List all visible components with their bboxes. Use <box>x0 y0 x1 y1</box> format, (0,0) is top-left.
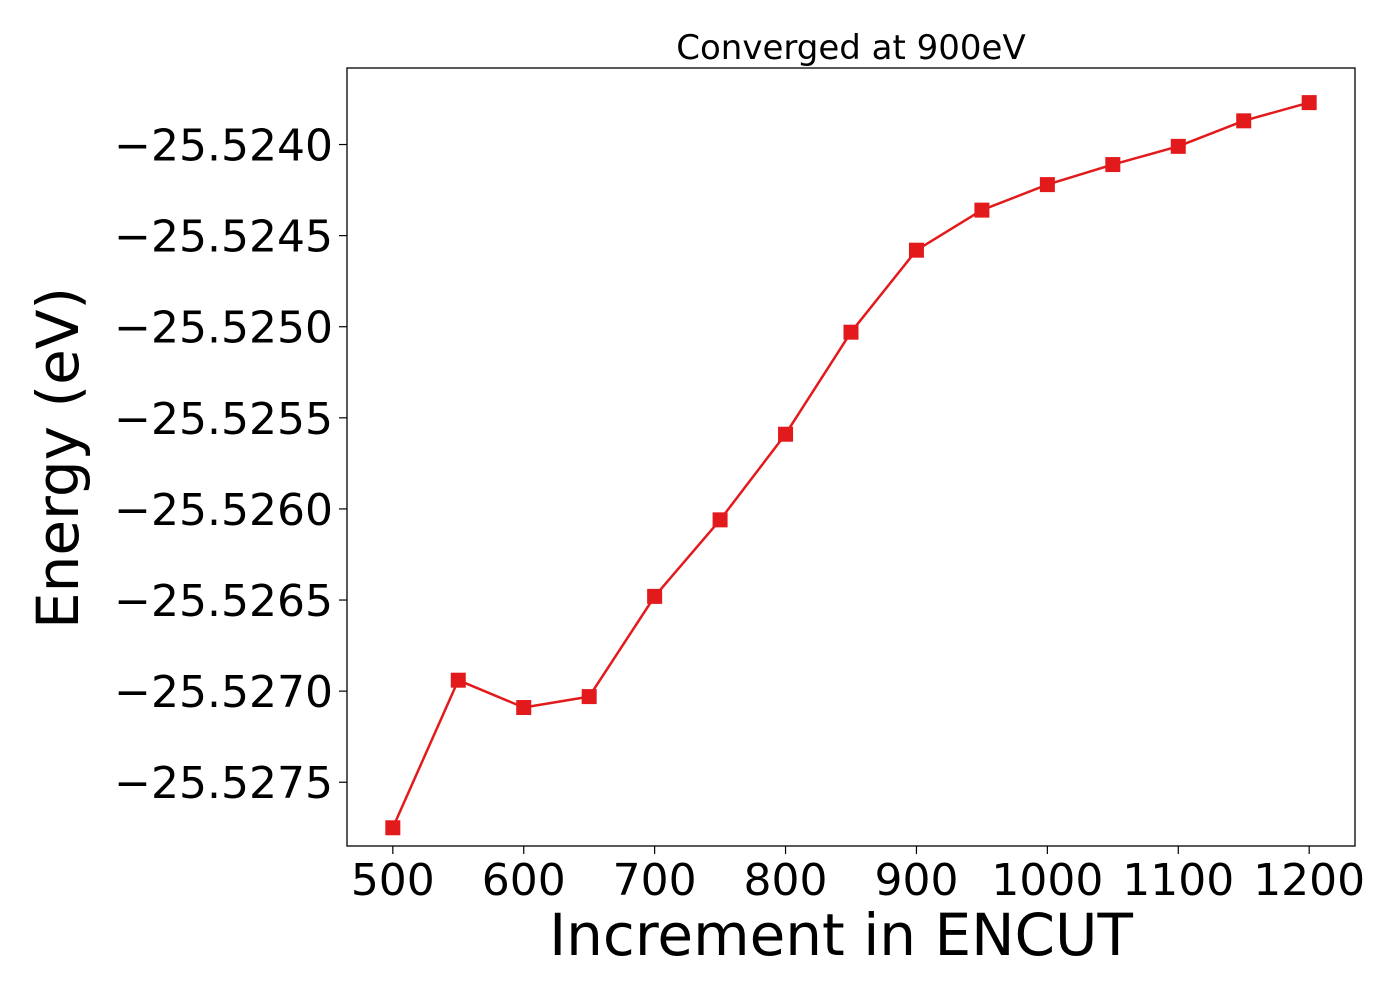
data-point-marker <box>974 202 990 218</box>
x-axis: 500 600 700 800 900 1000 1100 1200 <box>351 846 1365 906</box>
y-axis-label: Energy (eV) <box>24 287 92 629</box>
y-tick-label: −25.5275 <box>114 758 333 809</box>
x-tick-label: 900 <box>874 855 958 906</box>
data-point-marker <box>647 588 663 604</box>
plot-frame <box>346 67 1356 847</box>
data-point-marker <box>581 689 597 705</box>
data-point-marker <box>1301 95 1317 111</box>
data-point-marker <box>712 512 728 528</box>
data-point-marker <box>908 242 924 258</box>
y-axis: −25.5240 −25.5245 −25.5250 −25.5255 −25.5260… <box>114 121 347 809</box>
series-layer <box>385 95 1317 836</box>
y-tick-label: −25.5265 <box>114 576 333 627</box>
data-point-marker <box>1236 113 1252 129</box>
y-tick-label: −25.5250 <box>114 303 333 354</box>
y-tick-label: −25.5255 <box>114 394 333 445</box>
data-point-marker <box>516 700 532 716</box>
x-tick-label: 500 <box>351 855 435 906</box>
y-tick-label: −25.5245 <box>114 212 333 263</box>
x-axis-label: Increment in ENCUT <box>549 901 1133 969</box>
data-point-marker <box>778 426 794 442</box>
series-line <box>391 101 1310 829</box>
x-tick-label: 1100 <box>1122 855 1234 906</box>
data-point-marker <box>1105 157 1121 173</box>
x-tick-label: 1200 <box>1253 855 1365 906</box>
x-tick-label: 600 <box>482 855 566 906</box>
chart-title: Converged at 900eV <box>676 28 1025 68</box>
x-tick-label: 1000 <box>991 855 1103 906</box>
data-point-marker <box>450 672 466 688</box>
x-tick-label: 800 <box>744 855 828 906</box>
y-tick-label: −25.5260 <box>114 485 333 536</box>
data-point-marker <box>1039 177 1055 193</box>
x-tick-label: 700 <box>613 855 697 906</box>
y-tick-label: −25.5270 <box>114 667 333 718</box>
data-point-marker <box>1170 138 1186 154</box>
data-point-marker <box>843 324 859 340</box>
data-point-marker <box>385 820 401 836</box>
y-tick-label: −25.5240 <box>114 121 333 172</box>
